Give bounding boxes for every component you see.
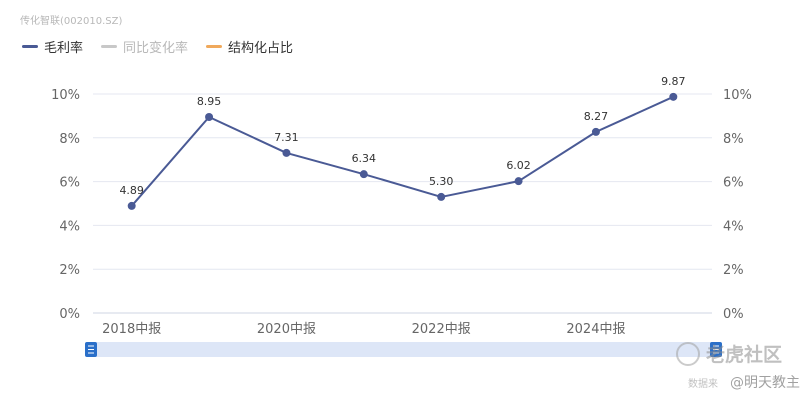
legend: 毛利率 同比变化率 结构化占比 bbox=[22, 37, 311, 56]
data-label: 6.02 bbox=[506, 159, 531, 172]
data-point bbox=[514, 177, 523, 186]
data-point bbox=[127, 201, 136, 210]
data-label: 7.31 bbox=[274, 131, 299, 144]
legend-label: 同比变化率 bbox=[123, 40, 189, 56]
data-point bbox=[437, 192, 446, 201]
data-point bbox=[669, 92, 678, 101]
y-tick-label-left: 0% bbox=[59, 307, 80, 322]
data-label: 6.34 bbox=[352, 152, 377, 165]
legend-label: 结构化占比 bbox=[228, 40, 294, 56]
legend-swatch bbox=[101, 44, 118, 48]
slider-handle-icon[interactable] bbox=[85, 342, 97, 357]
x-tick-label: 2018中报 bbox=[102, 322, 161, 337]
y-tick-label-left: 6% bbox=[59, 176, 80, 191]
data-label: 9.87 bbox=[661, 75, 686, 88]
data-point bbox=[591, 127, 600, 136]
watermark-user: @明天教主 bbox=[730, 375, 800, 391]
legend-swatch bbox=[206, 44, 223, 48]
watermark-brand: 老虎社区 bbox=[676, 340, 782, 367]
source-label: 传化智联(002010.SZ) bbox=[20, 16, 123, 27]
data-label: 4.89 bbox=[119, 184, 144, 197]
legend-item-gross-margin[interactable]: 毛利率 bbox=[22, 37, 83, 56]
data-label: 8.95 bbox=[197, 95, 222, 108]
y-tick-label-right: 8% bbox=[723, 132, 744, 147]
series-line bbox=[130, 95, 674, 207]
watermark-brand-text: 老虎社区 bbox=[706, 344, 783, 366]
watermark-source: 数据来 bbox=[688, 379, 718, 390]
zoom-slider-track bbox=[91, 342, 716, 357]
y-tick-label-left: 8% bbox=[59, 132, 80, 147]
data-point bbox=[359, 170, 368, 179]
data-label: 5.30 bbox=[429, 175, 454, 188]
legend-swatch bbox=[22, 44, 38, 48]
x-tick-label: 2020中报 bbox=[257, 322, 316, 337]
y-tick-label-right: 2% bbox=[723, 263, 744, 278]
y-tick-label-right: 6% bbox=[723, 176, 744, 191]
data-point bbox=[282, 148, 291, 157]
data-point bbox=[205, 112, 214, 121]
legend-item-structured-ratio[interactable]: 结构化占比 bbox=[206, 37, 293, 56]
y-tick-label-right: 10% bbox=[723, 88, 752, 103]
x-tick-label: 2022中报 bbox=[412, 322, 471, 337]
tiger-logo-icon bbox=[676, 341, 700, 366]
x-tick-label: 2024中报 bbox=[566, 322, 625, 337]
data-label: 8.27 bbox=[584, 110, 609, 123]
slider-handle-icon[interactable] bbox=[710, 342, 722, 357]
y-tick-label-left: 2% bbox=[59, 263, 80, 278]
y-tick-label-left: 4% bbox=[59, 219, 80, 234]
y-tick-label-right: 4% bbox=[723, 219, 744, 234]
legend-item-yoy-change[interactable]: 同比变化率 bbox=[101, 37, 188, 56]
legend-label: 毛利率 bbox=[44, 40, 84, 56]
y-tick-label-right: 0% bbox=[723, 307, 744, 322]
y-tick-label-left: 10% bbox=[51, 88, 80, 103]
